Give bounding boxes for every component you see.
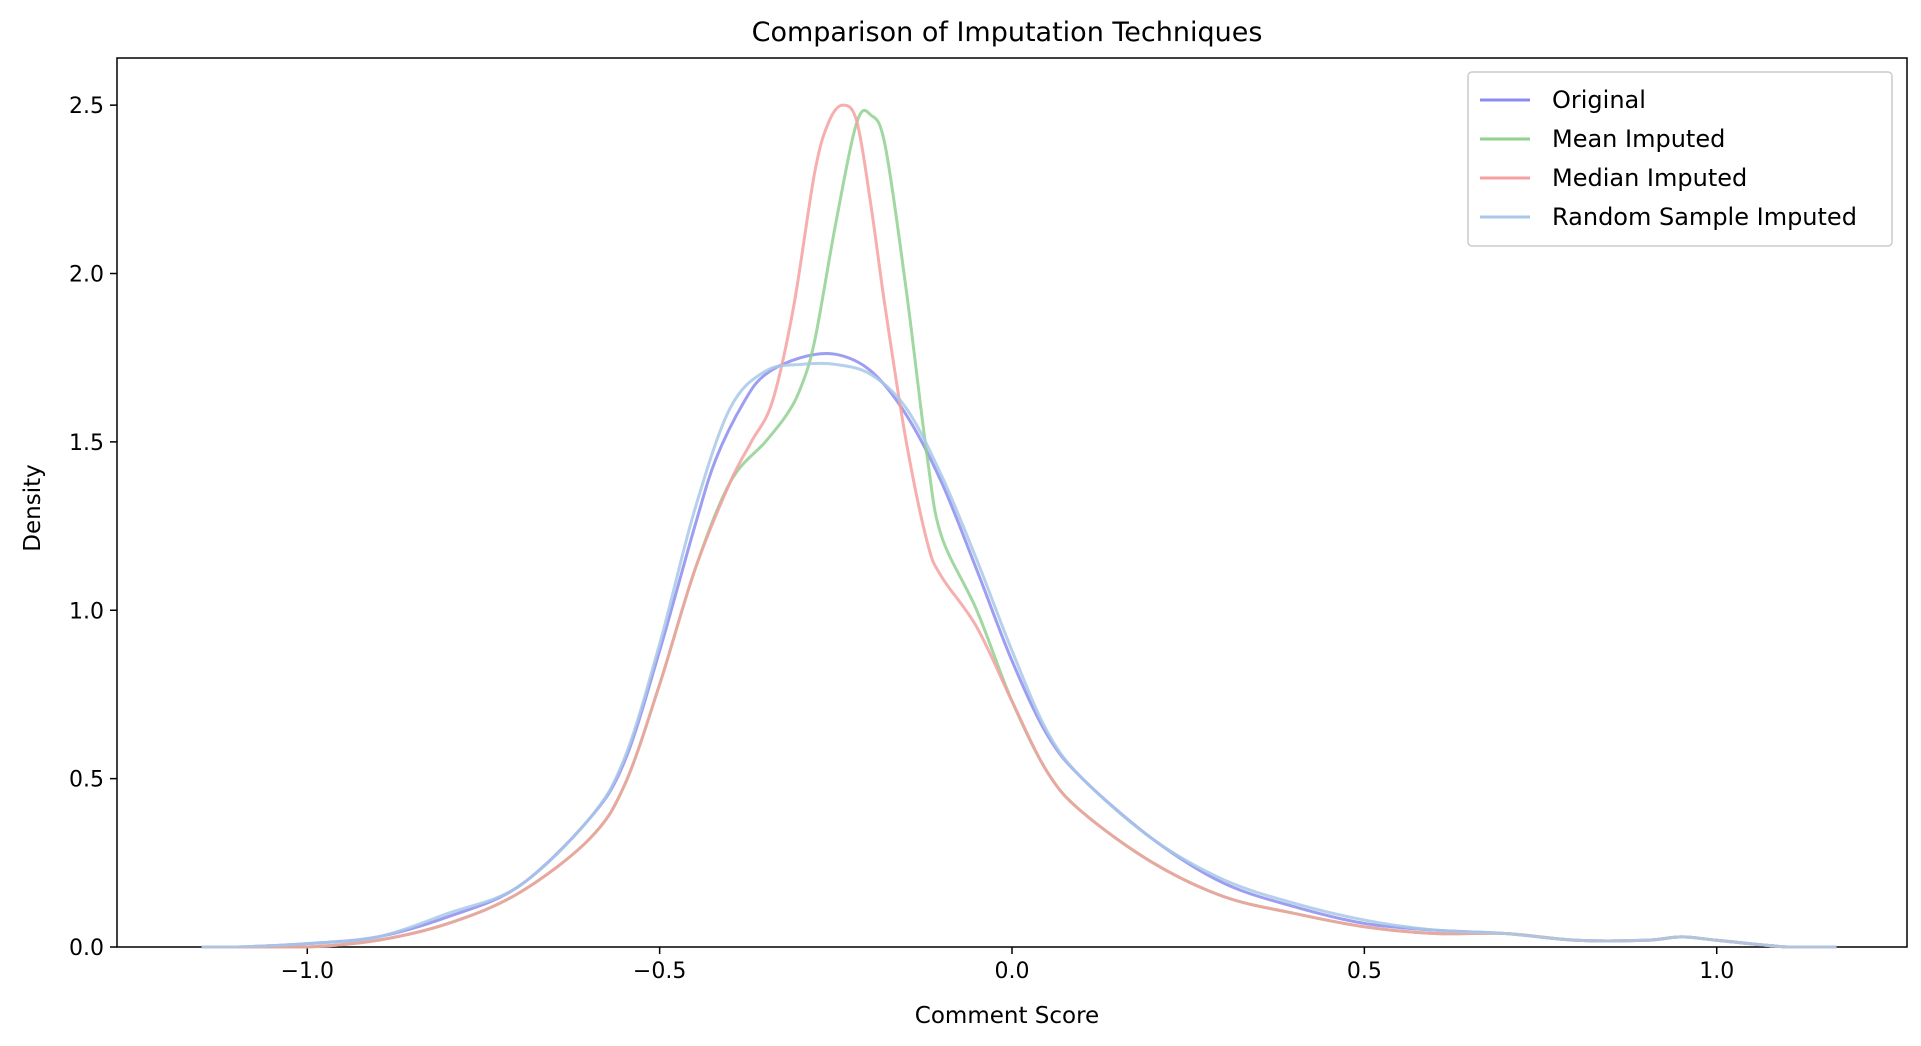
x-tick-label: −0.5 bbox=[633, 959, 686, 984]
y-tick-label: 1.5 bbox=[69, 431, 104, 456]
x-tick-label: 0.5 bbox=[1347, 959, 1382, 984]
y-tick-label: 2.5 bbox=[69, 94, 104, 119]
series-line-random-sample-imputed bbox=[201, 361, 1837, 949]
legend-label: Random Sample Imputed bbox=[1552, 203, 1857, 231]
legend-label: Mean Imputed bbox=[1552, 125, 1725, 153]
chart-title: Comparison of Imputation Techniques bbox=[752, 17, 1263, 48]
y-tick-label: 2.0 bbox=[69, 263, 104, 288]
x-tick-label: 0.0 bbox=[995, 959, 1030, 984]
series-line-median-imputed bbox=[201, 103, 1837, 949]
y-tick-label: 1.0 bbox=[69, 599, 104, 624]
y-tick-label: 0.0 bbox=[69, 936, 104, 961]
y-tick-label: 0.5 bbox=[69, 768, 104, 793]
x-tick-label: −1.0 bbox=[281, 959, 334, 984]
series-lines bbox=[201, 103, 1837, 949]
legend-label: Median Imputed bbox=[1552, 164, 1747, 192]
x-axis-label: Comment Score bbox=[915, 1003, 1099, 1029]
legend: Original Mean Imputed Median Imputed Random… bbox=[1467, 71, 1893, 247]
y-axis-label: Density bbox=[20, 464, 46, 551]
y-axis: 0.0 0.5 1.0 1.5 2.0 2.5 bbox=[69, 94, 117, 961]
x-tick-label: 1.0 bbox=[1699, 959, 1734, 984]
x-axis: −1.0 −0.5 0.0 0.5 1.0 bbox=[281, 947, 1734, 984]
legend-label: Original bbox=[1552, 86, 1646, 114]
legend-box bbox=[1467, 71, 1893, 247]
